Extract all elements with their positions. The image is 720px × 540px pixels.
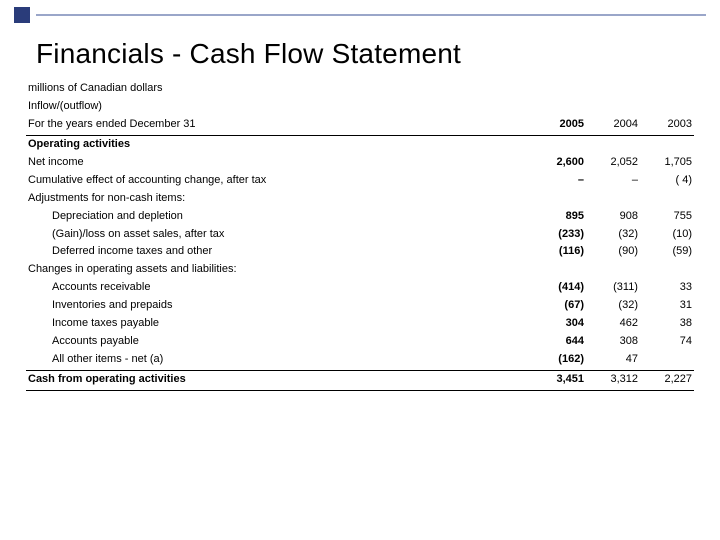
table-meta-convention: Inflow/(outflow) xyxy=(26,98,694,116)
cell: (162) xyxy=(532,351,586,370)
cell: 308 xyxy=(586,333,640,351)
cell: (32) xyxy=(586,297,640,315)
cell: 3,451 xyxy=(532,371,586,391)
cell: 462 xyxy=(586,315,640,333)
cell: 895 xyxy=(532,208,586,226)
row-tax-payable: Income taxes payable 304 462 38 xyxy=(26,315,694,333)
row-net-income: Net income 2,600 2,052 1,705 xyxy=(26,154,694,172)
row-label: Deferred income taxes and other xyxy=(26,243,532,261)
row-cumulative: Cumulative effect of accounting change, … xyxy=(26,172,694,190)
cell: (414) xyxy=(532,279,586,297)
row-gain-loss: (Gain)/loss on asset sales, after tax (2… xyxy=(26,226,694,244)
row-depreciation: Depreciation and depletion 895 908 755 xyxy=(26,208,694,226)
row-label: Net income xyxy=(26,154,532,172)
col-year-2003: 2003 xyxy=(640,116,694,135)
row-label: Depreciation and depletion xyxy=(26,208,532,226)
row-other-items: All other items - net (a) (162) 47 xyxy=(26,351,694,370)
cell: 2,600 xyxy=(532,154,586,172)
section-label: Changes in operating assets and liabilit… xyxy=(26,261,694,279)
accent-square-icon xyxy=(14,7,30,23)
section-label: Adjustments for non-cash items: xyxy=(26,190,694,208)
slide-accent-bar xyxy=(0,0,720,30)
cell: (67) xyxy=(532,297,586,315)
convention-label: Inflow/(outflow) xyxy=(26,98,694,116)
cell: (311) xyxy=(586,279,640,297)
cell: 47 xyxy=(586,351,640,370)
cell: 304 xyxy=(532,315,586,333)
cell: 755 xyxy=(640,208,694,226)
cell: 2,052 xyxy=(586,154,640,172)
cell: 33 xyxy=(640,279,694,297)
cell: (10) xyxy=(640,226,694,244)
cell: (116) xyxy=(532,243,586,261)
cell: 644 xyxy=(532,333,586,351)
cell: 31 xyxy=(640,297,694,315)
row-label: Cumulative effect of accounting change, … xyxy=(26,172,532,190)
cell: (32) xyxy=(586,226,640,244)
row-label: All other items - net (a) xyxy=(26,351,532,370)
cell: – xyxy=(586,172,640,190)
row-label: Accounts payable xyxy=(26,333,532,351)
cell: (90) xyxy=(586,243,640,261)
row-accounts-receivable: Accounts receivable (414) (311) 33 xyxy=(26,279,694,297)
slide-title: Financials - Cash Flow Statement xyxy=(36,38,720,70)
cell: – xyxy=(532,172,586,190)
row-label: (Gain)/loss on asset sales, after tax xyxy=(26,226,532,244)
row-label: Inventories and prepaids xyxy=(26,297,532,315)
cell: 2,227 xyxy=(640,371,694,391)
col-year-2004: 2004 xyxy=(586,116,640,135)
section-adjustments: Adjustments for non-cash items: xyxy=(26,190,694,208)
cell: 908 xyxy=(586,208,640,226)
section-changes: Changes in operating assets and liabilit… xyxy=(26,261,694,279)
row-deferred-tax: Deferred income taxes and other (116) (9… xyxy=(26,243,694,261)
accent-line xyxy=(36,14,706,16)
row-label: Accounts receivable xyxy=(26,279,532,297)
row-label: Income taxes payable xyxy=(26,315,532,333)
col-year-2005: 2005 xyxy=(532,116,586,135)
cash-flow-table: millions of Canadian dollars Inflow/(out… xyxy=(26,80,694,391)
section-label: Operating activities xyxy=(26,135,694,153)
units-label: millions of Canadian dollars xyxy=(26,80,694,98)
row-total-operating: Cash from operating activities 3,451 3,3… xyxy=(26,371,694,391)
section-operating: Operating activities xyxy=(26,135,694,153)
cell: 74 xyxy=(640,333,694,351)
cell: (59) xyxy=(640,243,694,261)
cell: 1,705 xyxy=(640,154,694,172)
cell: 38 xyxy=(640,315,694,333)
row-label: Cash from operating activities xyxy=(26,371,532,391)
row-inventories: Inventories and prepaids (67) (32) 31 xyxy=(26,297,694,315)
cell xyxy=(640,351,694,370)
period-label: For the years ended December 31 xyxy=(26,116,532,135)
row-accounts-payable: Accounts payable 644 308 74 xyxy=(26,333,694,351)
cell: 3,312 xyxy=(586,371,640,391)
cell: ( 4) xyxy=(640,172,694,190)
table-meta-units: millions of Canadian dollars xyxy=(26,80,694,98)
cell: (233) xyxy=(532,226,586,244)
table-header-row: For the years ended December 31 2005 200… xyxy=(26,116,694,135)
